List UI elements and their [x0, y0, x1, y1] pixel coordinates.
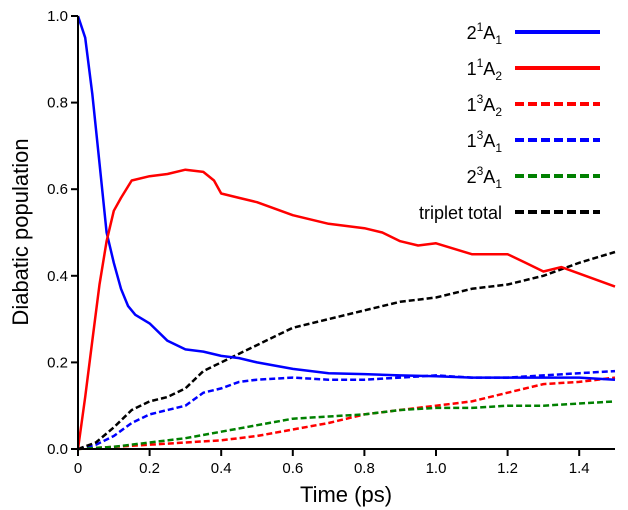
y-tick-label: 0.0: [47, 441, 68, 458]
x-tick-label: 0.8: [354, 460, 375, 477]
legend-label-sub: 1: [495, 33, 502, 47]
series-line-5: [77, 250, 616, 451]
plot-area: [76, 15, 616, 451]
legend-label-base: 1: [467, 95, 477, 115]
legend-label-sup: 1: [477, 56, 484, 70]
x-tick-label: 1.4: [569, 460, 590, 477]
x-tick-label: 1.2: [497, 460, 518, 477]
y-tick-label: 1.0: [47, 8, 68, 25]
legend-label-base: 1: [467, 131, 477, 151]
legend-label-sup: 3: [477, 92, 484, 106]
y-tick-label: 0.4: [47, 268, 68, 285]
legend-label-2: 13A2: [467, 92, 503, 119]
legend-label-1: 11A2: [467, 56, 503, 83]
x-axis-title: Time (ps): [300, 482, 392, 507]
x-tick-label: 0: [74, 460, 82, 477]
legend-label-0: 21A1: [467, 20, 503, 47]
legend-label-5: triplet total: [419, 203, 502, 223]
y-tick-label: 0.8: [47, 95, 68, 112]
legend-label-sub: 1: [495, 177, 502, 191]
y-tick-label: 0.6: [47, 181, 68, 198]
legend-label-mid: A: [483, 95, 495, 115]
legend-label-sub: 2: [495, 105, 502, 119]
axes: [77, 16, 615, 450]
series-line-4: [77, 400, 616, 451]
legend-label-3: 13A1: [467, 128, 503, 155]
legend-label-4: 23A1: [467, 164, 503, 191]
legend-label-sup: 3: [477, 128, 484, 142]
legend-label-base: 2: [467, 167, 477, 187]
legend-label-mid: A: [483, 59, 495, 79]
legend-label-mid: A: [483, 167, 495, 187]
x-tick-label: 1.0: [426, 460, 447, 477]
legend-label-base: 1: [467, 59, 477, 79]
series-line-3: [77, 369, 616, 451]
y-ticks: 0.0 0.2 0.4 0.6 0.8 1.0: [47, 8, 78, 458]
y-tick-label: 0.2: [47, 354, 68, 371]
legend-label-base: 2: [467, 23, 477, 43]
legend-label-sup: 1: [477, 20, 484, 34]
x-tick-label: 0.4: [211, 460, 232, 477]
legend-label-sub: 2: [495, 69, 502, 83]
legend-label-sup: 3: [477, 164, 484, 178]
legend-label-base: triplet total: [419, 203, 502, 223]
x-ticks: 0 0.2 0.4 0.6 0.8 1.0 1.2 1.4: [74, 449, 590, 477]
legend-label-mid: A: [483, 23, 495, 43]
series-line-1: [76, 168, 616, 450]
series-line-0: [76, 15, 616, 381]
legend-label-sub: 1: [495, 141, 502, 155]
legend-label-mid: A: [483, 131, 495, 151]
y-axis-title: Diabatic population: [8, 138, 33, 325]
x-tick-label: 0.2: [139, 460, 160, 477]
x-tick-label: 0.6: [282, 460, 303, 477]
series-line-2: [77, 376, 616, 451]
